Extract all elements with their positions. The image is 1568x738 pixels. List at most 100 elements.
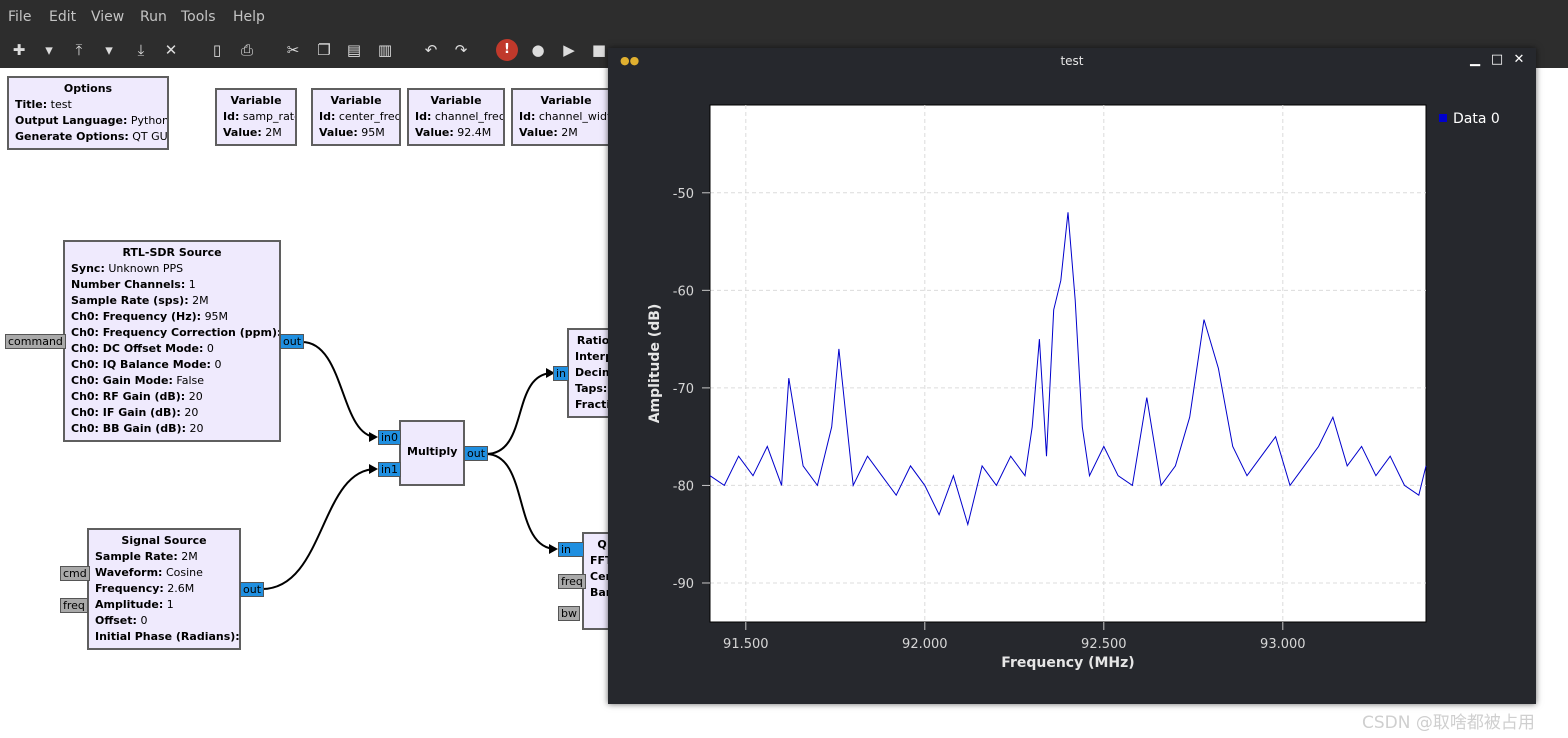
copy-icon[interactable]: ❐	[317, 41, 331, 59]
block-title: Variable	[540, 94, 592, 107]
signal-out-port[interactable]: out	[240, 582, 265, 597]
param-label: Initial Phase (Radians):	[95, 630, 240, 643]
signal-freq-port[interactable]: freq	[60, 598, 88, 613]
menu-file[interactable]: File	[8, 9, 32, 25]
block-title: RTL-SDR Source	[122, 246, 222, 259]
y-tick-label: -60	[673, 284, 694, 299]
block-param-row: Initial Phase (Radians): 0	[95, 629, 239, 645]
param-label: Output Language:	[15, 114, 128, 127]
menu-help[interactable]: Help	[233, 9, 265, 25]
download-icon[interactable]: ⤓	[137, 41, 145, 59]
block-param-row: Ch0: IQ Balance Mode: 0	[71, 357, 273, 373]
wire-multiply-to-sink[interactable]	[485, 453, 557, 550]
param-label: Id:	[319, 110, 336, 123]
window-close-icon[interactable]: ✕	[1513, 52, 1525, 67]
stop-icon[interactable]: !	[496, 39, 518, 61]
print-icon[interactable]: ⎙	[240, 41, 253, 59]
menu-run[interactable]: Run	[140, 9, 167, 25]
param-label: Ch0: Frequency Correction (ppm):	[71, 326, 281, 339]
plot-area[interactable]	[709, 104, 1427, 623]
variable-block-center-freq[interactable]: Variable Id: center_freq Value: 95M	[311, 88, 401, 146]
param-label: Ch0: DC Offset Mode:	[71, 342, 204, 355]
block-param-row: Decim	[575, 365, 619, 381]
x-tick-label: 92.000	[902, 637, 948, 652]
menu-tools[interactable]: Tools	[181, 9, 216, 25]
menu-view[interactable]: View	[91, 9, 125, 25]
sink-bw-port[interactable]: bw	[558, 606, 580, 621]
rational-in-port[interactable]: in	[553, 366, 570, 381]
block-param-row: Ch0: Frequency Correction (ppm): 0	[71, 325, 279, 341]
param-label: Id:	[519, 110, 536, 123]
variable-block-samp-rate[interactable]: Variable Id: samp_rate Value: 2M	[215, 88, 297, 146]
param-value: center_freq	[338, 110, 401, 123]
rtl-sdr-source-block[interactable]: RTL-SDR Source Sync: Unknown PPS Number Ch…	[63, 240, 281, 442]
param-label: Sample Rate (sps):	[71, 294, 189, 307]
multiply-in1-port[interactable]: in1	[378, 462, 402, 477]
minimize-icon[interactable]: ▁	[1470, 52, 1480, 67]
rtl-out-port[interactable]: out	[280, 334, 305, 349]
paste-icon[interactable]: ▤	[346, 41, 362, 59]
variable-block-channel-width[interactable]: Variable Id: channel_width Value: 2M	[511, 88, 621, 146]
new-page-icon[interactable]: ▯	[212, 41, 222, 59]
sink-in-port[interactable]: in	[558, 542, 584, 557]
dropdown-arrow-icon[interactable]: ▾	[45, 41, 53, 59]
connection-wires	[261, 341, 558, 590]
wire-multiply-to-rational[interactable]	[485, 372, 554, 455]
param-label: Offset:	[95, 614, 137, 627]
variable-block-channel-freq[interactable]: Variable Id: channel_freq Value: 92.4M	[407, 88, 505, 146]
block-param-row: Sample Rate: 2M	[95, 549, 233, 565]
delete-icon[interactable]: ▥	[377, 41, 393, 59]
options-block[interactable]: Options Title: test Output Language: Pytho…	[7, 76, 169, 150]
close-icon[interactable]: ✕	[164, 41, 178, 59]
cut-icon[interactable]: ✂	[286, 41, 300, 59]
block-param-row: Offset: 0	[95, 613, 233, 629]
block-param-row: Title: test	[15, 97, 161, 113]
param-value: 92.4M	[457, 126, 492, 139]
run-icon[interactable]: ▶	[563, 41, 575, 59]
upload-icon[interactable]: ⤒	[75, 41, 83, 59]
y-tick-label: -80	[673, 479, 694, 494]
signal-source-block[interactable]: Signal Source Sample Rate: 2M Waveform: Co…	[87, 528, 241, 650]
new-file-icon[interactable]: ✚	[12, 41, 26, 59]
redo-icon[interactable]: ↷	[454, 41, 468, 59]
undo-icon[interactable]: ↶	[424, 41, 438, 59]
param-label: Ch0: Gain Mode:	[71, 374, 173, 387]
x-tick-label: 93.000	[1260, 637, 1306, 652]
menu-edit[interactable]: Edit	[49, 9, 77, 25]
multiply-out-port[interactable]: out	[464, 446, 489, 461]
param-value: 2M	[561, 126, 578, 139]
sink-freq-port[interactable]: freq	[558, 574, 586, 589]
param-label: FFT	[590, 554, 613, 567]
param-label: Sync:	[71, 262, 105, 275]
block-param-row: FFT	[590, 553, 614, 569]
frequency-plot[interactable]: 91.500 92.000 92.500 93.000 -50 -60 -70 -80 -90 F…	[608, 48, 1536, 704]
plot-window[interactable]: ●● test ▁ □ ✕ 91.500 92.000 92.500 93.000 -5…	[608, 48, 1536, 704]
param-label: Cen	[590, 570, 614, 583]
arrowhead	[549, 544, 558, 554]
param-label: Value:	[319, 126, 358, 139]
block-title: Options	[63, 82, 113, 95]
block-param-row: Fracti	[575, 397, 619, 413]
debug-icon[interactable]: ●	[531, 41, 545, 59]
param-label: Amplitude:	[95, 598, 164, 611]
block-param-row: Ban	[590, 585, 614, 601]
rtl-command-port[interactable]: command	[5, 334, 66, 349]
block-param-row: Value: 2M	[223, 125, 289, 141]
param-value: 20	[188, 390, 203, 403]
kill-icon[interactable]: ■	[591, 41, 607, 59]
param-value: 20	[184, 406, 199, 419]
param-value: False	[176, 374, 205, 387]
multiply-block[interactable]: Multiply	[399, 420, 465, 486]
signal-cmd-port[interactable]: cmd	[60, 566, 90, 581]
block-param-row: Ch0: IF Gain (dB): 20	[71, 405, 273, 421]
wire-signal-to-multiply[interactable]	[261, 468, 377, 590]
dropdown-arrow-icon[interactable]: ▾	[105, 41, 113, 59]
wire-rtl-to-multiply[interactable]	[301, 341, 377, 438]
param-value: channel_freq	[434, 110, 505, 123]
multiply-in0-port[interactable]: in0	[378, 430, 402, 445]
maximize-icon[interactable]: □	[1490, 52, 1504, 67]
param-value: Unknown PPS	[108, 262, 184, 275]
param-label: Value:	[223, 126, 262, 139]
block-param-row: Sample Rate (sps): 2M	[71, 293, 273, 309]
block-title: Variable	[430, 94, 482, 107]
